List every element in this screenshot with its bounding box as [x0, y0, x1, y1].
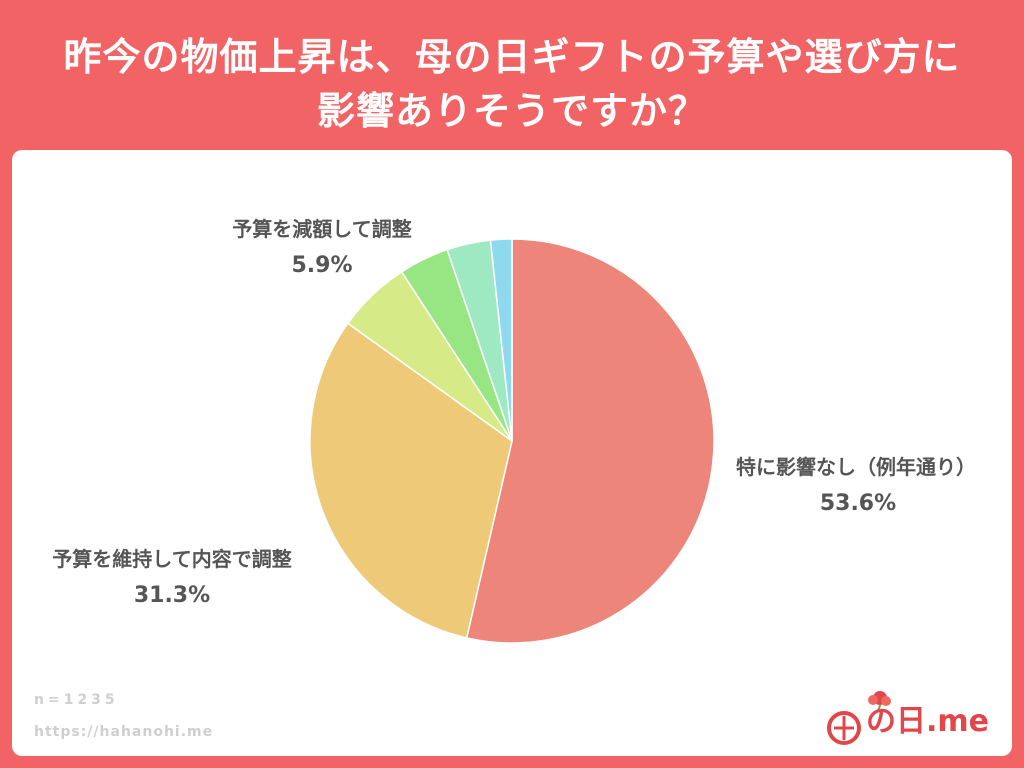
brand-logo: の日.me	[826, 690, 996, 750]
source-url: https://hahanohi.me	[34, 724, 214, 740]
pie-slice-0	[465, 238, 715, 644]
pie-slices	[309, 238, 715, 644]
slice-value-0: 53.6%	[820, 491, 896, 516]
pie-slice-1	[309, 322, 513, 639]
pie-slice-5	[489, 238, 513, 442]
chart-title-line-2: 影響ありそうですか？	[316, 89, 707, 133]
slice-value-1: 31.3%	[134, 583, 210, 608]
sample-size-note: n=1235	[34, 692, 119, 708]
carnation-flower-icon	[827, 691, 891, 745]
chart-title: 昨今の物価上昇は、母の日ギフトの予算や選び方に 影響ありそうですか？	[0, 30, 1024, 138]
slice-label-1: 予算を維持して内容で調整	[52, 547, 291, 571]
slice-label-2: 予算を減額して調整	[232, 217, 411, 241]
slice-label-0: 特に影響なし（例年通り）	[736, 455, 976, 479]
chart-title-line-1: 昨今の物価上昇は、母の日ギフトの予算や選び方に	[63, 35, 961, 79]
slice-value-2: 5.9%	[291, 253, 352, 278]
brand-name: の日.me	[866, 704, 990, 739]
